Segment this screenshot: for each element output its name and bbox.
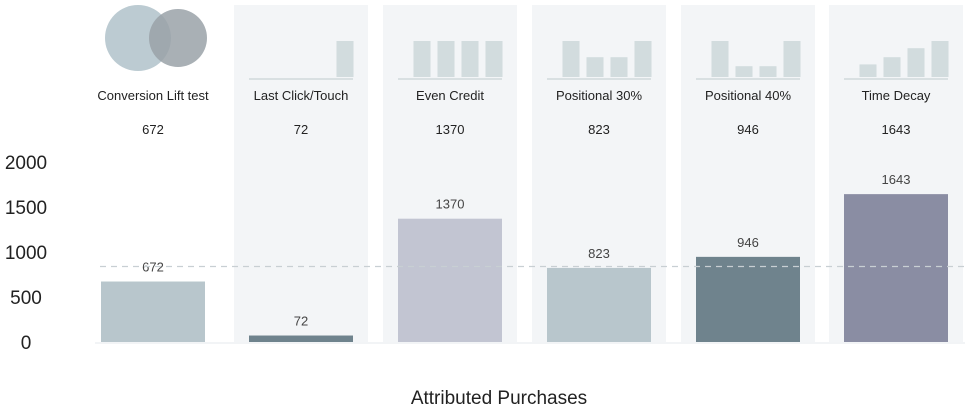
y-tick-label: 1500	[5, 198, 47, 219]
model-icons	[105, 5, 949, 80]
reference-line	[95, 265, 965, 344]
bar-data-label: 823	[588, 246, 610, 261]
bar-data-labels: 672 72 1370 823 946 1643	[142, 172, 910, 328]
last-click-icon	[249, 41, 354, 80]
x-axis-label: Attributed Purchases	[411, 388, 587, 407]
bar-data-label: 672	[142, 260, 164, 275]
category-value: 1643	[882, 122, 911, 137]
even-credit-icon	[398, 41, 503, 80]
y-tick-label: 2000	[5, 153, 47, 174]
icon-bar	[759, 66, 777, 77]
category-labels: Conversion Lift test Last Click/Touch Even…	[97, 88, 931, 103]
venn-diagram-icon	[105, 5, 207, 71]
icon-bar	[610, 57, 628, 77]
y-tick-label: 1000	[5, 243, 47, 264]
y-tick-label: 0	[21, 333, 32, 354]
bar	[547, 267, 651, 342]
category-value: 946	[737, 122, 759, 137]
icon-bar	[586, 57, 604, 77]
bar	[696, 256, 800, 342]
bar	[101, 281, 205, 342]
category-label: Positional 30%	[556, 88, 642, 103]
icon-bar	[711, 41, 729, 77]
icon-bar	[437, 41, 455, 77]
icon-bar	[859, 64, 877, 77]
value-labels: 672 72 1370 823 946 1643	[142, 122, 910, 137]
icon-bar	[336, 41, 354, 77]
y-axis-ticks: 0 500 1000 1500 2000	[5, 153, 47, 354]
bar	[249, 335, 353, 342]
icon-bar	[562, 41, 580, 77]
bars	[101, 194, 948, 342]
category-value: 72	[294, 122, 308, 137]
venn-circle-right	[149, 9, 207, 67]
category-label: Even Credit	[416, 88, 484, 103]
icon-bar	[931, 41, 949, 77]
bar	[398, 218, 502, 342]
icon-bar	[413, 41, 431, 77]
bar	[844, 194, 948, 342]
icon-bar	[883, 57, 901, 77]
time-decay-icon	[844, 41, 949, 80]
positional-30-icon	[547, 41, 652, 80]
bar-data-label: 1370	[436, 197, 465, 212]
icon-bar	[485, 41, 503, 77]
category-label: Positional 40%	[705, 88, 791, 103]
y-tick-label: 500	[10, 288, 42, 309]
category-value: 1370	[436, 122, 465, 137]
icon-bar	[735, 66, 753, 77]
category-label: Time Decay	[862, 88, 931, 103]
bar-data-label: 72	[294, 314, 308, 329]
icon-bar	[783, 41, 801, 77]
bar-data-label: 946	[737, 235, 759, 250]
positional-40-icon	[696, 41, 801, 80]
icon-bar	[907, 48, 925, 77]
icon-bar	[461, 41, 479, 77]
bar-data-label: 1643	[882, 172, 911, 187]
category-value: 672	[142, 122, 164, 137]
category-value: 823	[588, 122, 610, 137]
icon-bar	[634, 41, 652, 77]
category-label: Conversion Lift test	[97, 88, 209, 103]
category-label: Last Click/Touch	[254, 88, 349, 103]
